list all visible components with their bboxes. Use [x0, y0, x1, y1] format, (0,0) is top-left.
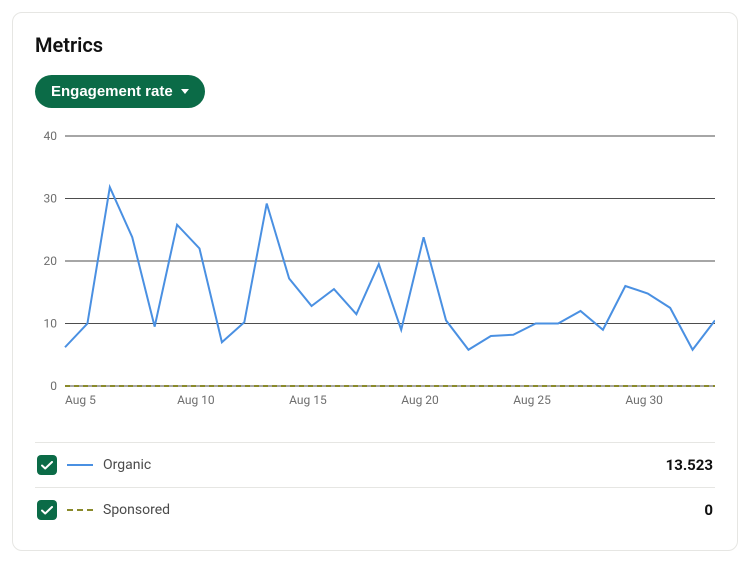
- metric-dropdown[interactable]: Engagement rate: [35, 75, 205, 108]
- legend-swatch-organic: [67, 464, 93, 466]
- y-tick-label: 10: [44, 317, 58, 331]
- metric-dropdown-label: Engagement rate: [51, 83, 173, 100]
- legend-checkbox-organic[interactable]: [37, 455, 57, 475]
- chart-container: 0 10 20 30 40 Aug 5 Aug 10 Aug 15 Aug 20 Aug 25 Au…: [35, 126, 715, 430]
- x-tick-label: Aug 10: [177, 393, 215, 407]
- legend-swatch-sponsored: [67, 509, 93, 511]
- metrics-card: Metrics Engagement rate 0 10 20 30 40 Aug 5 Au…: [12, 12, 738, 551]
- x-tick-label: Aug 5: [65, 393, 96, 407]
- legend-row-organic: Organic 13.523: [35, 442, 715, 487]
- legend-value-organic: 13.523: [666, 456, 713, 474]
- legend-label-sponsored: Sponsored: [103, 502, 170, 518]
- line-chart: 0 10 20 30 40 Aug 5 Aug 10 Aug 15 Aug 20 Aug 25 Au…: [35, 126, 715, 426]
- legend-left: Sponsored: [37, 500, 170, 520]
- y-tick-label: 0: [50, 379, 57, 393]
- legend-value-sponsored: 0: [704, 501, 713, 519]
- y-tick-label: 20: [44, 254, 58, 268]
- legend-label-organic: Organic: [103, 457, 151, 473]
- x-tick-label: Aug 30: [625, 393, 663, 407]
- series-organic-line: [65, 187, 715, 350]
- card-title: Metrics: [35, 33, 715, 57]
- check-icon: [41, 461, 53, 470]
- legend-checkbox-sponsored[interactable]: [37, 500, 57, 520]
- y-tick-label: 30: [44, 192, 58, 206]
- x-tick-label: Aug 20: [401, 393, 439, 407]
- caret-down-icon: [181, 89, 189, 94]
- check-icon: [41, 506, 53, 515]
- x-tick-label: Aug 15: [289, 393, 327, 407]
- legend: Organic 13.523 Sponsored 0: [35, 442, 715, 532]
- legend-row-sponsored: Sponsored 0: [35, 487, 715, 532]
- x-tick-label: Aug 25: [513, 393, 551, 407]
- legend-left: Organic: [37, 455, 151, 475]
- y-tick-label: 40: [44, 129, 58, 143]
